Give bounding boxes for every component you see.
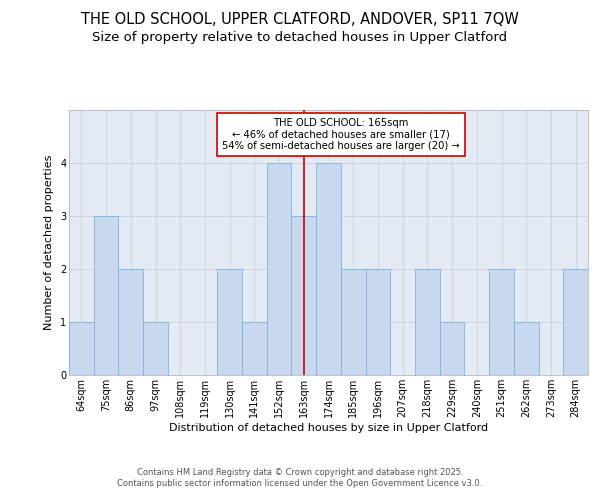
Bar xyxy=(143,322,168,375)
Text: THE OLD SCHOOL: 165sqm
← 46% of detached houses are smaller (17)
54% of semi-det: THE OLD SCHOOL: 165sqm ← 46% of detached… xyxy=(222,118,460,151)
Bar xyxy=(415,269,440,375)
Bar xyxy=(292,216,316,375)
Text: THE OLD SCHOOL, UPPER CLATFORD, ANDOVER, SP11 7QW: THE OLD SCHOOL, UPPER CLATFORD, ANDOVER,… xyxy=(81,12,519,28)
Text: Size of property relative to detached houses in Upper Clatford: Size of property relative to detached ho… xyxy=(92,32,508,44)
Bar xyxy=(514,322,539,375)
Bar xyxy=(316,163,341,375)
Bar xyxy=(341,269,365,375)
Y-axis label: Number of detached properties: Number of detached properties xyxy=(44,155,55,330)
Text: Contains HM Land Registry data © Crown copyright and database right 2025.
Contai: Contains HM Land Registry data © Crown c… xyxy=(118,468,482,487)
Bar xyxy=(365,269,390,375)
Bar xyxy=(440,322,464,375)
Bar xyxy=(267,163,292,375)
Bar xyxy=(563,269,588,375)
Bar xyxy=(489,269,514,375)
X-axis label: Distribution of detached houses by size in Upper Clatford: Distribution of detached houses by size … xyxy=(169,422,488,432)
Bar xyxy=(94,216,118,375)
Bar xyxy=(69,322,94,375)
Bar xyxy=(217,269,242,375)
Bar xyxy=(118,269,143,375)
Bar xyxy=(242,322,267,375)
